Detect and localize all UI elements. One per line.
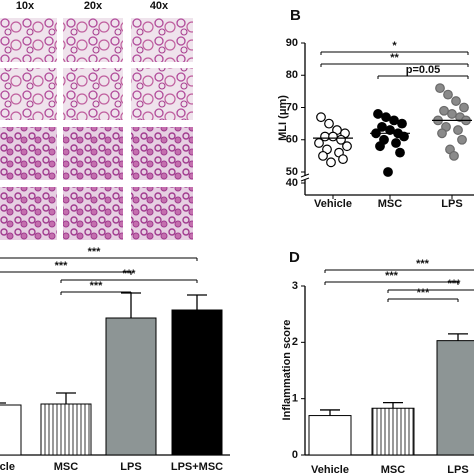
y-tick-label: 80	[286, 69, 298, 81]
x-tick-label: Vehicle	[314, 198, 352, 210]
data-point	[457, 134, 467, 145]
bar	[0, 404, 22, 456]
micrograph	[63, 18, 123, 62]
y-tick-label: 1	[292, 393, 298, 405]
micrograph	[63, 187, 123, 240]
magnification-label: 40x	[150, 0, 169, 12]
data-point	[338, 154, 348, 165]
data-point	[328, 131, 338, 142]
micrograph	[0, 127, 57, 180]
data-point	[316, 112, 326, 123]
data-point	[451, 96, 461, 106]
axis-break	[300, 173, 310, 182]
micrograph	[0, 187, 57, 240]
data-point	[342, 141, 352, 152]
y-tick-label: 70	[286, 101, 298, 113]
data-point	[391, 138, 401, 148]
data-point	[447, 109, 457, 119]
panel-label: B	[290, 7, 301, 24]
x-tick-label: LPS	[120, 461, 141, 473]
magnification-label: 20x	[84, 0, 103, 12]
y-axis-label: Inflammation score	[281, 320, 293, 421]
micrograph	[131, 127, 193, 180]
significance: ***	[55, 260, 69, 272]
data-point	[375, 141, 385, 152]
data-point	[437, 128, 447, 139]
data-point	[318, 150, 328, 161]
data-point	[397, 118, 407, 129]
data-point	[459, 102, 469, 113]
significance: ***	[123, 268, 137, 280]
x-tick-label: MSC	[54, 461, 79, 473]
micrograph	[131, 187, 193, 240]
x-tick-label: LPS	[447, 464, 468, 474]
data-point	[377, 121, 387, 132]
x-tick-label: MSC	[378, 198, 403, 210]
data-point	[439, 105, 449, 116]
y-tick-label: 40	[286, 177, 298, 189]
data-point	[453, 125, 463, 135]
x-tick-label: MSC	[381, 464, 406, 474]
data-point	[435, 83, 445, 94]
significance: ***	[417, 287, 431, 299]
micrograph-grid: 10x 20x 40x	[0, 0, 193, 240]
data-point	[395, 147, 405, 158]
significance: **	[390, 52, 399, 64]
x-tick-label: Vehicle	[311, 464, 349, 474]
micrograph	[63, 127, 123, 180]
y-tick-label: 90	[286, 37, 298, 49]
y-tick-label: 60	[286, 134, 298, 146]
bar	[105, 317, 157, 456]
significance: ***	[448, 278, 462, 290]
micrograph	[0, 68, 57, 120]
magnification-label: 10x	[16, 0, 35, 12]
x-tick-label: LPS+MSC	[171, 461, 223, 473]
data-point	[443, 89, 453, 100]
data-point	[314, 138, 324, 148]
data-point	[449, 150, 459, 161]
data-point	[326, 157, 336, 168]
data-point	[381, 112, 391, 123]
bar	[40, 403, 92, 456]
data-point	[373, 109, 383, 119]
data-point	[385, 125, 395, 135]
bar	[371, 407, 415, 456]
y-tick-label: 3	[292, 280, 298, 292]
bar	[436, 340, 474, 456]
micrograph	[131, 68, 193, 120]
data-point	[324, 118, 334, 129]
x-tick-label: LPS	[441, 198, 462, 210]
significance: *	[392, 40, 397, 52]
x-tick-label: Vehicle	[0, 461, 15, 473]
significance: ***	[385, 270, 399, 282]
y-axis-label: MLI (μm)	[277, 95, 289, 141]
data-point	[383, 167, 393, 177]
panel-label: D	[289, 249, 300, 266]
y-tick-label: 0	[292, 449, 298, 461]
micrograph	[131, 18, 193, 62]
bar	[171, 309, 223, 456]
significance: ***	[416, 258, 430, 270]
significance: ***	[88, 246, 102, 258]
significance: ***	[90, 280, 104, 292]
data-point	[399, 131, 409, 142]
y-tick-label: 50	[286, 166, 298, 178]
bar	[308, 415, 352, 456]
significance: p=0.05	[406, 64, 441, 76]
y-tick-label: 2	[292, 336, 298, 348]
data-point	[389, 115, 399, 126]
micrograph	[0, 18, 57, 62]
micrograph	[63, 68, 123, 120]
